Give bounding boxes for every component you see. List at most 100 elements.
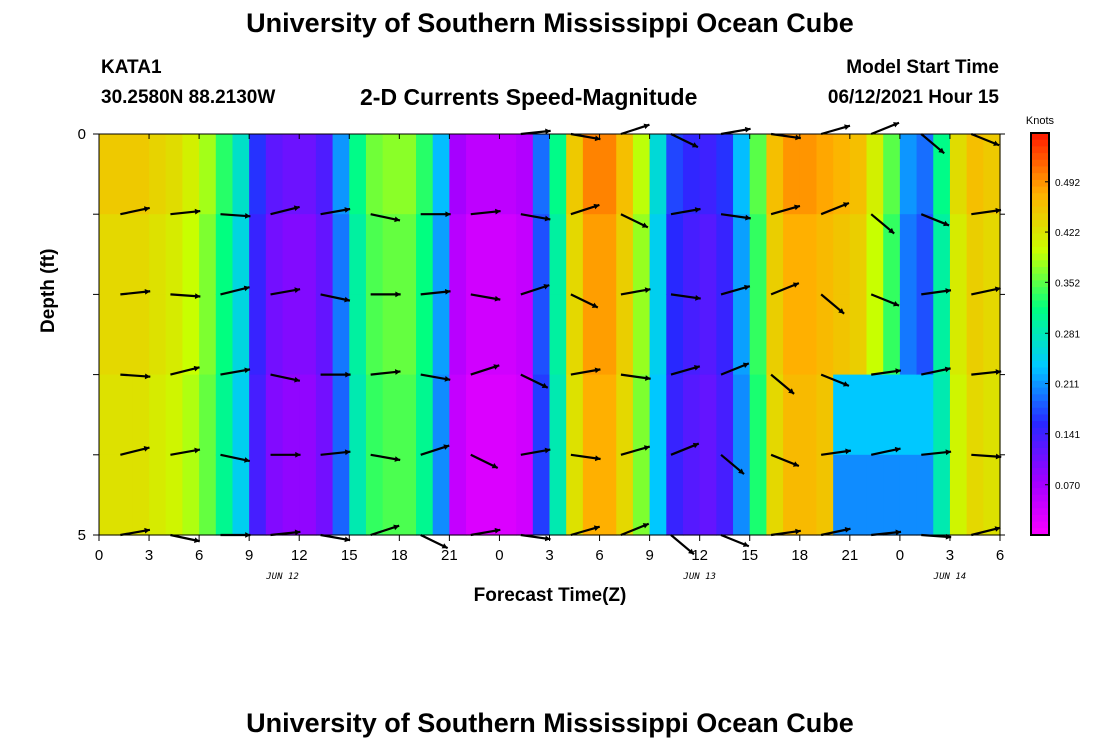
heat-cell bbox=[466, 294, 484, 376]
current-arrowhead bbox=[543, 284, 550, 290]
heat-cell bbox=[499, 214, 517, 295]
colorbar-segment bbox=[1031, 360, 1049, 369]
heat-cell bbox=[365, 294, 384, 376]
colorbar-segment bbox=[1031, 226, 1049, 235]
heat-cell bbox=[649, 374, 667, 456]
colorbar-segment bbox=[1031, 287, 1049, 295]
heat-cell bbox=[733, 454, 751, 536]
heat-cell bbox=[733, 374, 751, 456]
colorbar-segment bbox=[1031, 501, 1049, 509]
colorbar-segment bbox=[1031, 380, 1049, 389]
heat-cell bbox=[699, 374, 717, 456]
heat-cell bbox=[265, 294, 284, 376]
heat-cell bbox=[282, 374, 300, 456]
heat-cell bbox=[866, 214, 884, 295]
heat-cell bbox=[265, 134, 284, 215]
current-arrowhead bbox=[945, 288, 951, 294]
current-arrowhead bbox=[844, 124, 850, 130]
heat-cell bbox=[566, 374, 584, 456]
x-tick-label: 0 bbox=[95, 547, 103, 564]
heat-cell bbox=[532, 134, 551, 215]
colorbar-tick-label: 0.211 bbox=[1055, 380, 1080, 391]
heat-cell bbox=[332, 294, 350, 376]
heat-cell bbox=[165, 374, 184, 456]
current-arrowhead bbox=[795, 134, 801, 141]
heat-cell bbox=[599, 454, 617, 536]
current-arrowhead bbox=[144, 288, 151, 295]
current-arrowhead bbox=[691, 142, 698, 148]
current-arrowhead bbox=[594, 455, 601, 462]
colorbar-segment bbox=[1031, 427, 1049, 436]
heat-cell bbox=[249, 374, 267, 456]
current-arrowhead bbox=[444, 376, 451, 382]
heat-cell bbox=[149, 454, 167, 536]
heat-cell bbox=[566, 214, 584, 295]
x-tick-label: 0 bbox=[896, 547, 904, 564]
heat-cell bbox=[599, 294, 617, 376]
current-arrowhead bbox=[293, 205, 300, 212]
colorbar-segment bbox=[1031, 206, 1049, 214]
heat-cell bbox=[382, 134, 400, 215]
heat-cell bbox=[182, 134, 200, 215]
heat-cell bbox=[382, 294, 400, 376]
colorbar-segment bbox=[1031, 414, 1049, 422]
heat-cell bbox=[849, 294, 868, 376]
heat-cell bbox=[833, 294, 851, 376]
current-arrowhead bbox=[995, 453, 1002, 460]
colorbar-segment bbox=[1031, 233, 1049, 241]
colorbar: Knots 0.492 0.422 0.352 0.281 0.211 0.141 0.070 bbox=[1026, 115, 1080, 536]
heat-cell bbox=[666, 374, 684, 456]
heat-cell bbox=[749, 374, 768, 456]
heat-cell bbox=[365, 134, 384, 215]
heat-cell bbox=[749, 454, 768, 536]
current-arrowhead bbox=[792, 282, 799, 288]
colorbar-segment bbox=[1031, 139, 1049, 147]
current-arrowhead bbox=[993, 140, 1000, 146]
heat-cell bbox=[365, 454, 384, 536]
current-arrowhead bbox=[194, 537, 200, 543]
heat-cell bbox=[983, 134, 1001, 215]
current-arrowhead bbox=[644, 287, 651, 293]
heat-cell bbox=[399, 374, 417, 456]
heat-cell bbox=[749, 214, 768, 295]
current-arrowhead bbox=[345, 371, 351, 378]
heat-cell bbox=[649, 294, 667, 376]
heat-cell bbox=[365, 214, 384, 295]
current-arrowhead bbox=[344, 296, 350, 303]
heat-cell bbox=[849, 374, 868, 456]
heat-cell bbox=[666, 294, 684, 376]
heat-cell bbox=[682, 454, 701, 536]
heat-cell bbox=[315, 454, 334, 536]
heat-cell bbox=[532, 294, 551, 376]
current-arrowhead bbox=[843, 381, 849, 387]
heat-cell bbox=[949, 134, 968, 215]
heat-cell bbox=[499, 134, 517, 215]
heat-cell bbox=[482, 134, 501, 215]
colorbar-segment bbox=[1031, 514, 1049, 523]
heat-cell bbox=[165, 214, 184, 295]
colorbar-frame bbox=[1030, 132, 1050, 536]
heat-cell bbox=[199, 294, 217, 376]
heat-cell bbox=[382, 454, 400, 536]
heat-cell bbox=[966, 454, 984, 536]
heat-cell bbox=[682, 374, 701, 456]
heat-cell bbox=[349, 214, 367, 295]
heat-cell bbox=[949, 214, 968, 295]
colorbar-tick-label: 0.141 bbox=[1055, 430, 1080, 441]
heat-cell bbox=[449, 134, 467, 215]
current-arrowhead bbox=[544, 535, 551, 542]
current-arrowhead bbox=[944, 366, 951, 373]
colorbar-segment bbox=[1031, 179, 1049, 188]
heat-cell bbox=[416, 214, 434, 295]
heat-cell bbox=[99, 214, 117, 295]
heat-cell bbox=[482, 214, 501, 295]
heat-cell bbox=[115, 454, 133, 536]
heat-cell bbox=[132, 454, 150, 536]
current-arrowhead bbox=[938, 147, 945, 154]
heat-cell bbox=[766, 214, 784, 295]
heat-cell bbox=[149, 374, 167, 456]
heat-cell bbox=[699, 214, 717, 295]
colorbar-segment bbox=[1031, 447, 1049, 456]
main-title: University of Southern Mississippi Ocean… bbox=[246, 8, 854, 38]
